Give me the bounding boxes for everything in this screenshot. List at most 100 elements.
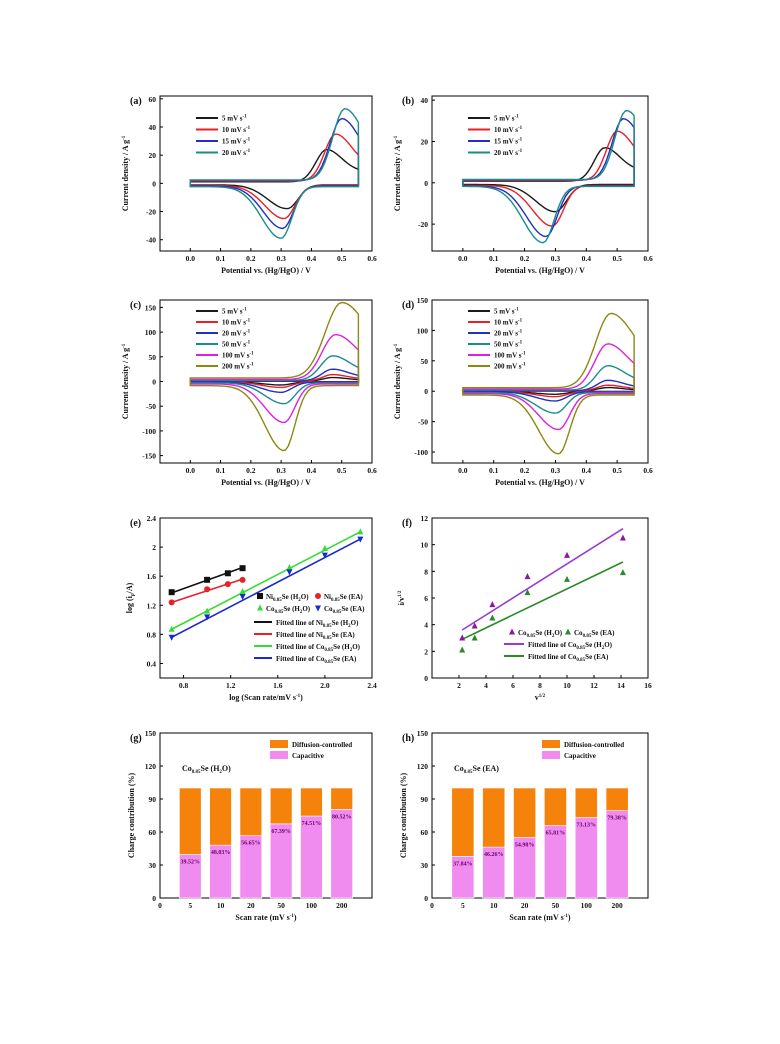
legend-label: 200 mV s-1 (494, 363, 526, 371)
text-span: Se (H (282, 593, 299, 601)
legend-label: 10 mV s-1 (222, 126, 251, 134)
text-span: 0.85 (324, 648, 333, 653)
x-tick-label: 100 (306, 901, 318, 910)
panel-d: (d) 0.0 0.1 0.2 0.3 0.4 0.5 0.6 -100 -50 0 50 100 150… (393, 296, 653, 487)
legend-label: 20 mV s-1 (494, 330, 523, 338)
x-tick-label: 200 (612, 901, 624, 910)
text-span: Se (H (333, 643, 350, 651)
x-tick-label: 0.5 (612, 466, 622, 475)
text-span: 0.85 (323, 636, 332, 641)
y-tick-label: -20 (146, 208, 156, 217)
text-span: O) (554, 629, 562, 637)
y-axis-sup: -1 (394, 135, 399, 140)
bar-diffusion (482, 787, 506, 848)
text-span: Ni (324, 593, 331, 601)
bar-data-label: 74.51% (302, 821, 322, 827)
x-tick-label: 12 (590, 681, 598, 690)
y-tick-label: 40 (421, 96, 429, 105)
x-tick-label: 0 (430, 901, 434, 910)
point-marker (459, 634, 466, 641)
x-axis-label: log (Scan rate/mV s-1) (229, 693, 303, 702)
x-tick-label: 2.4 (367, 681, 377, 690)
y-tick-label: 90 (149, 795, 157, 804)
x-tick-label: 6 (511, 681, 515, 690)
point-marker (357, 528, 364, 535)
text-span: O) (302, 605, 310, 613)
text-span: O) (604, 641, 612, 649)
y-tick-label: 100 (145, 328, 157, 337)
y-tick-label: 60 (149, 95, 157, 104)
point-marker (286, 569, 293, 576)
x-axis-label: Scan rate (mV s-1) (509, 913, 570, 922)
y-tick-label: 12 (421, 514, 429, 523)
panel-label: (f) (402, 518, 412, 529)
panel-label: (a) (130, 96, 142, 107)
bar-data-label: 80.52% (332, 814, 352, 820)
legend-sup: -1 (518, 138, 523, 143)
y-tick-label: 120 (145, 762, 157, 771)
x-axis-sup: -1 (296, 694, 301, 699)
text-span: O) (352, 643, 360, 651)
y-tick-label: -100 (142, 427, 156, 436)
legend-label: Ni0.85Se (EA) (324, 593, 364, 603)
y-tick-label: 0.8 (147, 630, 157, 639)
y-axis-label: Current density / A g-1 (393, 135, 402, 211)
x-tick-label: 0.5 (612, 254, 622, 263)
plot-frame (431, 299, 649, 464)
fit-line (171, 538, 361, 638)
legend-label: Fitted line of Ni0.85Se (H2O) (276, 619, 359, 629)
x-tick-label: 0.8 (179, 681, 189, 690)
y-tick-label: 50 (421, 357, 429, 366)
y-axis-label: Current density / A g-1 (393, 343, 402, 419)
panel-label: (e) (130, 518, 141, 529)
text-span: 0.85 (323, 624, 332, 629)
x-tick-label: 20 (247, 901, 255, 910)
x-tick-label: 0.4 (307, 254, 317, 263)
y-tick-label: 100 (417, 326, 429, 335)
x-tick-label: 5 (188, 901, 192, 910)
bar-data-label: 37.84% (453, 861, 473, 867)
y-axis-label: Charge contribution (%) (399, 773, 408, 859)
point-marker (489, 614, 496, 621)
y-tick-label: 60 (149, 828, 157, 837)
legend-label: 5 mV s-1 (494, 308, 519, 316)
text-span: Co (454, 764, 464, 773)
legend-label: 10 mV s-1 (494, 126, 523, 134)
legend-label: Ni0.85Se (H2O) (266, 593, 309, 603)
x-tick-label: 10 (217, 901, 225, 910)
y-tick-label: 20 (149, 151, 157, 160)
fit-line (461, 561, 624, 641)
bar-data-label: 39.52% (181, 860, 201, 866)
x-tick-label: 0.0 (186, 466, 196, 475)
y-tick-label: 2 (152, 543, 156, 552)
y-tick-label: 30 (149, 861, 157, 870)
text-span: Se (H (201, 764, 221, 773)
x-axis-tail: ) (300, 693, 303, 702)
x-tick-label: 0.6 (643, 254, 653, 263)
legend-label: 200 mV s-1 (222, 363, 254, 371)
panel-label: (b) (402, 96, 414, 107)
x-tick-label: 0.3 (551, 466, 561, 475)
text-span: Se (EA) (585, 653, 609, 661)
y-tick-label: 150 (145, 729, 157, 738)
y-tick-label: 4 (424, 621, 428, 630)
y-tick-label: 120 (417, 762, 429, 771)
cv-curve (462, 130, 635, 227)
legend-sup: -1 (246, 330, 251, 335)
legend-label: 5 mV s-1 (222, 115, 247, 123)
bar-data-label: 79.38% (607, 816, 627, 822)
panel-label: (c) (130, 300, 141, 311)
text-span: O) (222, 764, 231, 773)
y-axis-label: Current density / A g-1 (121, 135, 130, 211)
fit-line (461, 527, 624, 631)
point-marker (239, 576, 246, 583)
x-tick-label: 0.4 (307, 466, 317, 475)
text-span: 2 (348, 624, 351, 629)
point-marker (168, 634, 175, 641)
legend-label: 20 mV s-1 (222, 330, 251, 338)
legend-label: 5 mV s-1 (494, 115, 519, 123)
legend-label: 10 mV s-1 (494, 319, 523, 327)
y-tick-label: 150 (417, 296, 429, 305)
